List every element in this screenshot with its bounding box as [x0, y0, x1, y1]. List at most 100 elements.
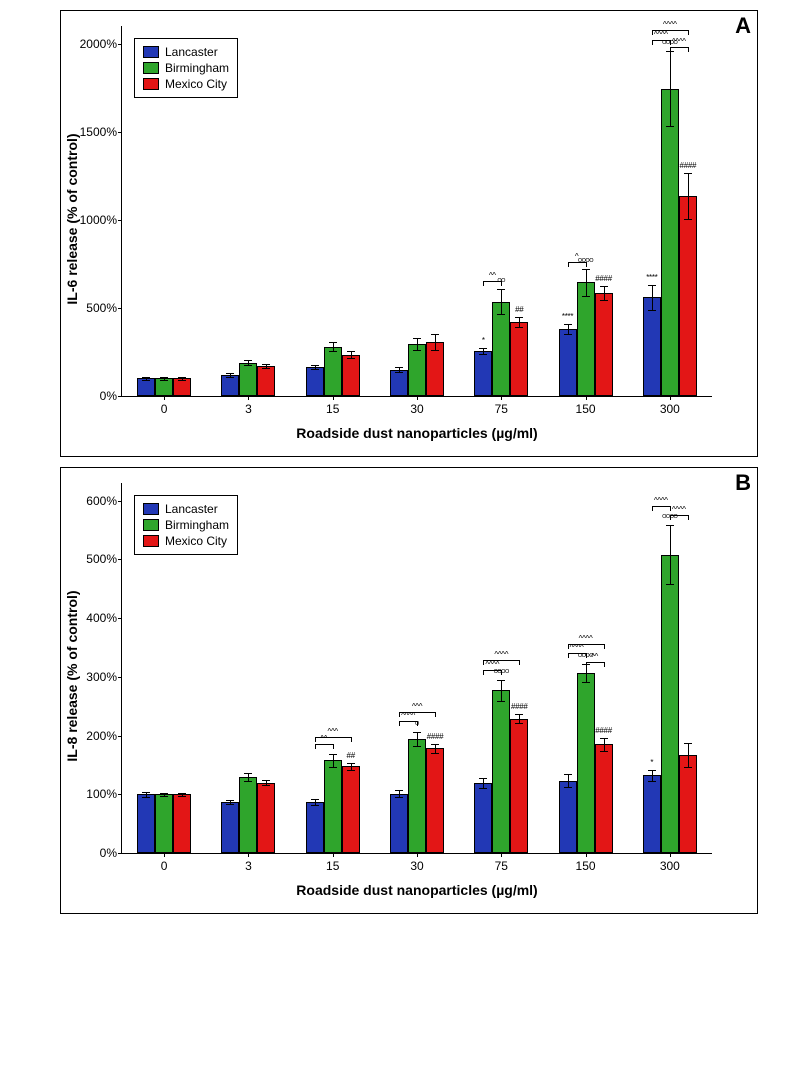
bar [342, 766, 360, 853]
bar [408, 739, 426, 853]
bar [595, 744, 613, 853]
x-tick-label: 3 [245, 402, 252, 416]
sig-annotation: * [482, 336, 485, 345]
bracket-label: ^^^^ [672, 505, 686, 514]
bar [492, 302, 510, 396]
bar [408, 344, 426, 396]
legend-swatch [143, 46, 159, 58]
x-tick-label: 75 [495, 402, 508, 416]
bar [342, 355, 360, 396]
panel-label: B [735, 470, 751, 496]
bracket-label: ^ [575, 252, 578, 261]
error-bar [670, 525, 671, 584]
error-bar [519, 317, 520, 328]
error-bar [501, 289, 502, 314]
y-tick-label: 500% [72, 301, 117, 315]
x-tick-label: 150 [576, 402, 596, 416]
bar [679, 755, 697, 853]
legend-swatch [143, 519, 159, 531]
bracket [670, 47, 688, 48]
bar [221, 802, 239, 853]
bracket [399, 721, 417, 722]
chart-panel-A: A IL-6 release (% of control)Roadside dus… [60, 10, 758, 457]
error-bar [604, 286, 605, 300]
y-tick-label: 1000% [72, 213, 117, 227]
legend-label: Mexico City [165, 77, 227, 91]
error-bar [652, 770, 653, 781]
sig-annotation: **** [646, 273, 657, 282]
bar [661, 555, 679, 853]
legend: Lancaster Birmingham Mexico City [134, 38, 238, 98]
bracket-label: ^^^^ [654, 30, 668, 39]
bar [679, 196, 697, 396]
error-bar [688, 173, 689, 219]
y-tick-label: 0% [72, 846, 117, 860]
x-tick-label: 300 [660, 402, 680, 416]
legend-item: Mexico City [143, 534, 229, 548]
bar [577, 282, 595, 396]
legend-label: Lancaster [165, 45, 218, 59]
bar [257, 783, 275, 853]
x-tick-label: 150 [576, 859, 596, 873]
panel-label: A [735, 13, 751, 39]
legend-label: Birmingham [165, 518, 229, 532]
bar [474, 351, 492, 396]
legend-swatch [143, 535, 159, 547]
bar [221, 375, 239, 396]
error-bar [333, 754, 334, 767]
sig-annotation: #### [427, 732, 444, 741]
bar [173, 378, 191, 396]
error-bar [248, 773, 249, 781]
sig-annotation: **** [562, 312, 573, 321]
bracket [670, 515, 688, 516]
error-bar [568, 774, 569, 787]
x-tick-label: 3 [245, 859, 252, 873]
x-tick-label: 30 [410, 402, 423, 416]
bar [155, 378, 173, 396]
x-tick-label: 75 [495, 859, 508, 873]
bar [643, 775, 661, 853]
legend-swatch [143, 503, 159, 515]
plot-area: IL-6 release (% of control)Roadside dust… [121, 26, 712, 397]
sig-annotation: #### [595, 274, 612, 283]
bracket-label: ^^^^ [579, 634, 593, 643]
legend-item: Mexico City [143, 77, 229, 91]
bracket-label: ^^^^ [663, 20, 677, 29]
bar [239, 363, 257, 396]
legend-item: Birmingham [143, 518, 229, 532]
sig-annotation: ## [515, 305, 523, 314]
x-tick-label: 0 [161, 859, 168, 873]
bracket [652, 30, 688, 31]
legend-item: Lancaster [143, 502, 229, 516]
bracket-label: ^^^^ [494, 650, 508, 659]
bar [257, 366, 275, 396]
y-tick-label: 300% [72, 670, 117, 684]
legend-item: Birmingham [143, 61, 229, 75]
bracket-label: ^^ [591, 652, 598, 661]
bar [390, 794, 408, 853]
bar [559, 329, 577, 396]
bracket-label: ^^^^ [654, 496, 668, 505]
bracket [652, 40, 670, 41]
bracket [315, 737, 351, 738]
error-bar [435, 744, 436, 752]
y-tick-label: 2000% [72, 37, 117, 51]
bar [306, 367, 324, 396]
bar [239, 777, 257, 853]
y-tick-label: 500% [72, 552, 117, 566]
bar [559, 781, 577, 853]
bar [324, 760, 342, 853]
x-tick-label: 15 [326, 859, 339, 873]
bracket [315, 744, 333, 745]
error-bar [435, 334, 436, 350]
legend-label: Mexico City [165, 534, 227, 548]
legend-label: Birmingham [165, 61, 229, 75]
bracket-label: ^^^^ [672, 37, 686, 46]
bracket-label: ^^ [489, 271, 496, 280]
legend-swatch [143, 62, 159, 74]
error-bar [399, 790, 400, 797]
x-tick-label: 30 [410, 859, 423, 873]
y-tick-label: 100% [72, 787, 117, 801]
bracket-label: ^^^ [328, 727, 338, 736]
error-bar [417, 338, 418, 350]
